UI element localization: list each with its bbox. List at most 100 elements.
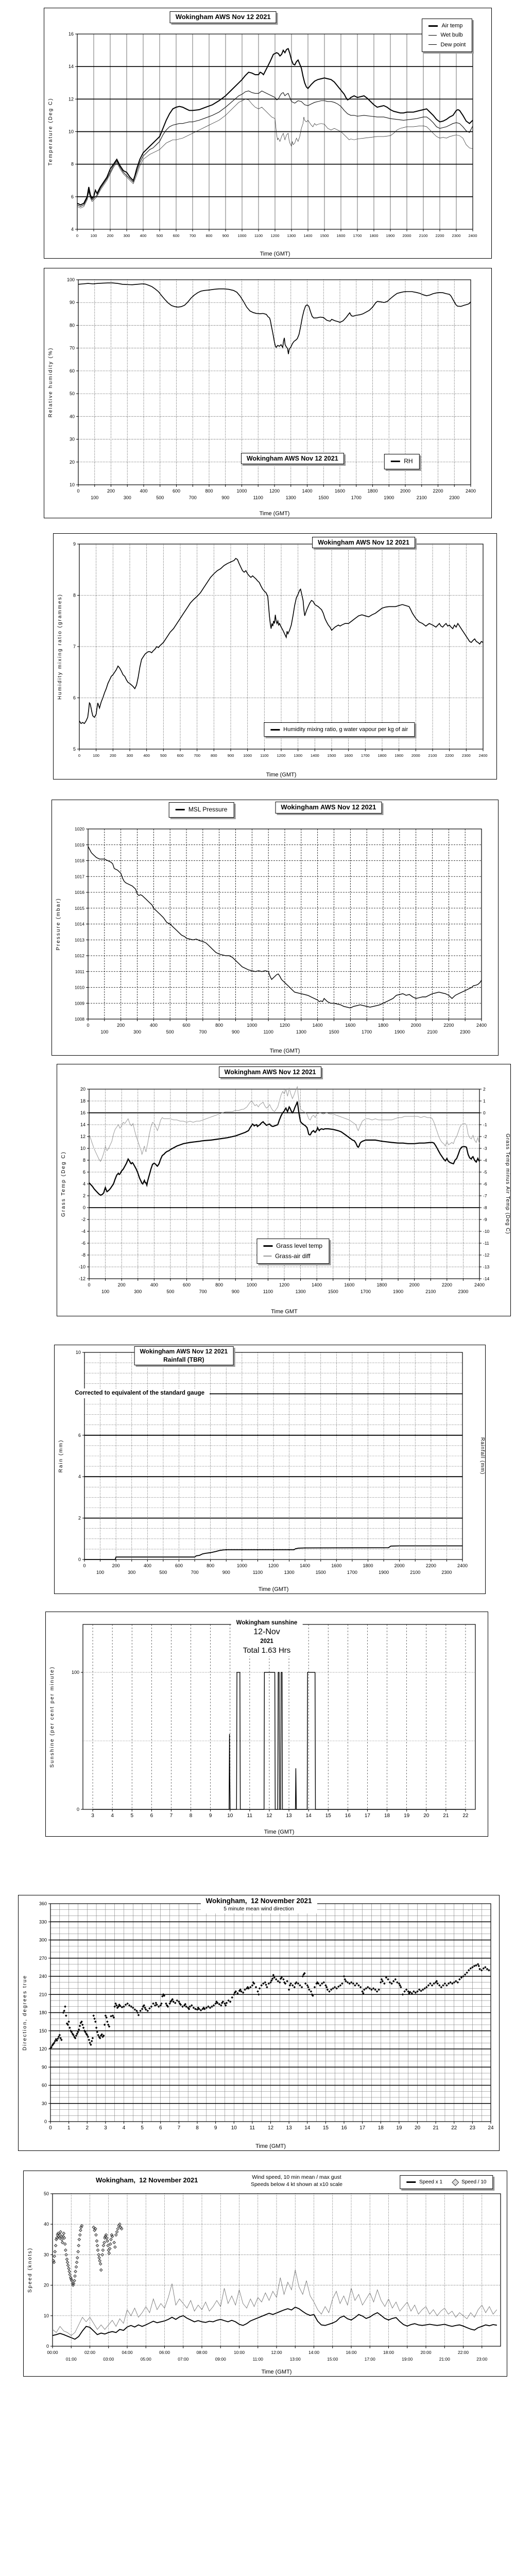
svg-text:1400: 1400	[300, 1563, 310, 1568]
svg-text:12:00: 12:00	[271, 2350, 282, 2355]
svg-text:1100: 1100	[260, 753, 268, 758]
svg-text:900: 900	[232, 1289, 239, 1294]
chart-text-line: 2021	[260, 1638, 273, 1645]
svg-text:-11: -11	[483, 1241, 489, 1246]
svg-text:400: 400	[144, 1563, 151, 1568]
legend-item-wet-bulb: Wet bulb	[428, 31, 466, 39]
svg-text:15: 15	[323, 2125, 329, 2131]
svg-text:700: 700	[189, 495, 197, 500]
svg-text:-3: -3	[483, 1146, 487, 1151]
svg-text:1700: 1700	[353, 233, 362, 238]
svg-text:900: 900	[221, 495, 229, 500]
svg-text:1500: 1500	[318, 495, 329, 500]
svg-text:22: 22	[451, 2125, 457, 2131]
svg-text:4: 4	[111, 1813, 114, 1819]
gridlines	[77, 34, 473, 229]
svg-text:1900: 1900	[393, 1289, 403, 1294]
svg-text:300: 300	[124, 495, 131, 500]
x-axis-label: Time (GMT)	[255, 2143, 286, 2149]
svg-text:1600: 1600	[344, 753, 353, 758]
chart-legend: Air temp Wet bulb Dew point	[422, 19, 473, 52]
svg-text:1800: 1800	[367, 488, 377, 494]
svg-text:0: 0	[83, 1563, 85, 1568]
legend-item-dew-point: Dew point	[428, 41, 466, 48]
svg-text:1000: 1000	[247, 1023, 257, 1028]
svg-text:6: 6	[71, 194, 74, 199]
gridlines	[89, 1089, 479, 1279]
svg-text:15:00: 15:00	[327, 2357, 338, 2362]
svg-text:100: 100	[100, 1029, 108, 1035]
series-speed-10	[52, 2222, 124, 2287]
svg-text:2300: 2300	[441, 1570, 452, 1575]
pressure-chart-canvas: 1008 1009 1010 1011 1012 1013 1014 1015 1016 1017…	[56, 826, 487, 1054]
x-axis: 0 100 200 300 400 500 600 700 800 900 1000 1100 1200…	[88, 1279, 485, 1294]
svg-text:1300: 1300	[287, 233, 296, 238]
svg-text:16: 16	[341, 2125, 347, 2131]
svg-text:12: 12	[68, 96, 74, 101]
svg-text:0: 0	[46, 2344, 49, 2349]
svg-text:0: 0	[83, 1205, 85, 1210]
svg-text:800: 800	[207, 1563, 214, 1568]
x-axis: 0 100 200 300 400 500 600 700 800 900 1000 1100 1200…	[87, 1019, 487, 1035]
svg-text:360: 360	[39, 1901, 47, 1906]
svg-text:0: 0	[77, 1807, 79, 1812]
svg-text:6: 6	[73, 696, 76, 701]
svg-text:1012: 1012	[75, 953, 84, 958]
x-axis-label: Time GMT	[271, 1309, 298, 1315]
chart-legend: Speed x 1 Speed / 10	[400, 2175, 493, 2189]
svg-text:1800: 1800	[370, 233, 379, 238]
series-group	[79, 557, 484, 724]
svg-text:1500: 1500	[328, 753, 336, 758]
svg-text:500: 500	[166, 1029, 174, 1035]
svg-text:1100: 1100	[253, 1570, 263, 1575]
mixing-chart-canvas: 5 6 7 8 9 0 100 200 300 400 500 600 700 800 900 1000 110…	[57, 541, 487, 778]
svg-text:12: 12	[266, 1813, 272, 1819]
chart-text-line: Wokingham sunshine	[236, 1620, 298, 1626]
y-axis: 0 100	[72, 1670, 83, 1812]
svg-text:100: 100	[72, 1670, 79, 1675]
gridlines	[84, 1352, 462, 1560]
svg-text:2300: 2300	[452, 233, 461, 238]
svg-text:1600: 1600	[337, 233, 346, 238]
temperature-chart-canvas: 4 6 8 10 12 14 16 0 100 200 300 400 500 600 700 800 900 1…	[48, 31, 477, 257]
svg-text:22:00: 22:00	[458, 2350, 469, 2355]
svg-text:1900: 1900	[379, 1570, 389, 1575]
legend-item-speed-x-1: Speed x 1	[406, 2179, 442, 2185]
svg-text:9: 9	[73, 541, 76, 547]
svg-text:500: 500	[166, 1289, 174, 1294]
svg-text:200: 200	[110, 753, 116, 758]
x-axis: 0 100 200 300 400 500 600 700 800 900 1000 1100 1200…	[78, 749, 487, 758]
y2-axis-label: Rainfall (mm)	[479, 1437, 485, 1475]
svg-text:01:00: 01:00	[66, 2357, 77, 2362]
svg-text:12: 12	[80, 1134, 85, 1139]
line-marker-icon	[406, 2181, 416, 2183]
series-group	[52, 2222, 497, 2340]
svg-text:1014: 1014	[75, 922, 84, 927]
svg-text:30: 30	[70, 437, 75, 442]
y-axis-label: Temperature (Deg C)	[48, 98, 54, 166]
svg-text:1400: 1400	[304, 233, 313, 238]
svg-text:500: 500	[156, 495, 164, 500]
svg-text:10:00: 10:00	[234, 2350, 245, 2355]
svg-text:1000: 1000	[243, 753, 252, 758]
chart-text-line: Wokingham AWS Nov 12 2021	[224, 1069, 316, 1076]
svg-text:1400: 1400	[313, 1023, 323, 1028]
svg-text:03:00: 03:00	[103, 2357, 114, 2362]
svg-text:10: 10	[44, 2313, 49, 2318]
chart-text-line: Wind speed, 10 min mean / max gust	[252, 2174, 341, 2180]
svg-text:-10: -10	[483, 1229, 490, 1234]
svg-text:60: 60	[70, 368, 75, 374]
svg-text:1300: 1300	[286, 495, 296, 500]
x-axis-label: Time (GMT)	[270, 1048, 300, 1054]
svg-text:-10: -10	[79, 1264, 85, 1269]
svg-text:2100: 2100	[427, 1029, 437, 1035]
svg-text:22: 22	[462, 1813, 469, 1819]
svg-text:2200: 2200	[436, 233, 444, 238]
svg-text:5: 5	[130, 1813, 133, 1819]
svg-text:500: 500	[160, 753, 167, 758]
svg-text:1600: 1600	[345, 1023, 355, 1028]
svg-text:2200: 2200	[433, 488, 443, 494]
series-group	[89, 1086, 480, 1196]
